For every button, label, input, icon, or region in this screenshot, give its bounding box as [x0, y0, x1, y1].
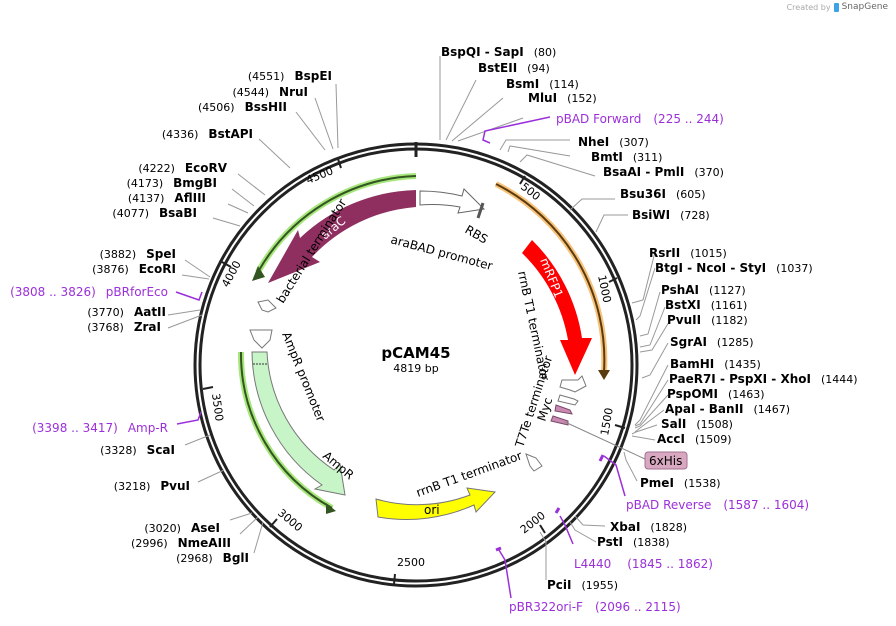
- mRFP1-label: mRFP1: [537, 256, 566, 300]
- svg-text:(4077)BsaBI: (4077) BsaBI: [112, 206, 197, 220]
- svg-text:BstXI(1161): BstXI (1161): [665, 298, 747, 312]
- tick-1500: 1500: [598, 407, 616, 437]
- svg-text:BspQI - SapI(80): BspQI - SapI (80): [441, 45, 556, 59]
- svg-text:Bsu36I(605): Bsu36I (605): [620, 187, 706, 201]
- svg-text:(3328)ScaI: (3328) ScaI: [100, 443, 175, 457]
- plasmid-length: 4819 bp: [393, 362, 438, 375]
- svg-text:(4137)AflIII: (4137) AflIII: [128, 191, 206, 205]
- RBS-feature[interactable]: [476, 202, 485, 219]
- bacterial-terminator-feature[interactable]: [257, 299, 277, 313]
- svg-text:SgrAI(1285): SgrAI (1285): [670, 335, 753, 349]
- svg-text:PshAI(1127): PshAI (1127): [661, 283, 746, 297]
- plasmid-name: pCAM45: [381, 344, 450, 362]
- svg-text:(3020)AseI: (3020) AseI: [144, 521, 220, 535]
- primer-l4440[interactable]: L4440 (1845 .. 1862): [574, 557, 713, 571]
- credit-text: Created by: [786, 2, 831, 12]
- svg-text:XbaI(1828): XbaI (1828): [610, 520, 687, 534]
- svg-text:(4544)NruI: (4544) NruI: [232, 85, 308, 99]
- svg-text:MluI(152): MluI (152): [528, 91, 597, 105]
- svg-text:PstI(1838): PstI (1838): [597, 535, 670, 549]
- svg-text:BsiWI(728): BsiWI (728): [632, 208, 710, 222]
- snapgene-credit: Created by SnapGene: [787, 2, 888, 12]
- primer-pbrforeco[interactable]: (3808 .. 3826) pBRforEco: [10, 285, 168, 299]
- tick-2500: 2500: [397, 556, 425, 569]
- svg-text:(4506)BssHII: (4506) BssHII: [198, 100, 287, 114]
- T7Te-terminator-feature[interactable]: [557, 394, 579, 406]
- svg-text:(3768)ZraI: (3768) ZraI: [87, 320, 161, 334]
- tick-3000: 3000: [275, 506, 305, 534]
- svg-text:PciI(1955): PciI (1955): [547, 578, 618, 592]
- ori-feature[interactable]: [375, 487, 497, 520]
- snapgene-logo-icon: [833, 2, 839, 12]
- primer-pbad-forward[interactable]: pBAD Forward (225 .. 244): [556, 112, 724, 126]
- svg-text:(4336)BstAPI: (4336) BstAPI: [162, 127, 253, 141]
- svg-text:(4173)BmgBI: (4173) BmgBI: [127, 176, 217, 190]
- primers: [175, 116, 626, 599]
- 6xHis-badge: [644, 451, 688, 470]
- svg-text:(3770)AatII: (3770) AatII: [87, 305, 166, 319]
- credit-brand: SnapGene: [841, 2, 888, 12]
- svg-text:BsaAI - PmlI(370): BsaAI - PmlI (370): [603, 165, 724, 179]
- mRFP1-feature[interactable]: [522, 240, 592, 375]
- svg-text:(4222)EcoRV: (4222) EcoRV: [138, 161, 227, 175]
- svg-text:SalI(1508): SalI (1508): [661, 417, 733, 431]
- rrnB-terminator-arrow-2: [525, 453, 543, 472]
- tick-1000: 1000: [595, 274, 614, 304]
- svg-text:BstEII(94): BstEII (94): [478, 61, 550, 75]
- svg-text:RsrII(1015): RsrII (1015): [649, 246, 727, 260]
- svg-text:BsmI(114): BsmI (114): [506, 77, 579, 91]
- svg-text:BamHI(1435): BamHI (1435): [670, 357, 761, 371]
- svg-text:PspOMI(1463): PspOMI (1463): [667, 387, 765, 401]
- AmpR-promoter-arrow[interactable]: [249, 329, 273, 349]
- araC-feature[interactable]: [268, 190, 416, 283]
- rrnB-terminator-arrow: [559, 375, 587, 393]
- svg-text:PaeR7I - PspXI - XhoI(1444): PaeR7I - PspXI - XhoI (1444): [669, 372, 858, 386]
- svg-text:(2996)NmeAIII: (2996) NmeAIII: [131, 536, 231, 550]
- enzyme-labels-left: (4551) BspEI (4544) NruI (4506) BssHII (433…: [87, 69, 339, 565]
- tick-3500: 3500: [209, 393, 226, 423]
- ori-label: ori: [424, 503, 440, 517]
- AmpR-feature[interactable]: [251, 351, 346, 496]
- svg-text:(2968)BglI: (2968) BglI: [176, 551, 249, 565]
- araBAD-promoter-feature[interactable]: [419, 188, 486, 214]
- svg-text:BmtI(311): BmtI (311): [591, 150, 662, 164]
- svg-text:PmeI(1538): PmeI (1538): [640, 476, 720, 490]
- svg-text:(3218)PvuI: (3218) PvuI: [114, 479, 190, 493]
- primer-pbr322ori-f[interactable]: pBR322ori-F (2096 .. 2115): [509, 600, 681, 614]
- primer-amp-r[interactable]: (3398 .. 3417) Amp-R: [32, 421, 168, 435]
- Myc-feature[interactable]: [554, 404, 573, 415]
- RBS-label: RBS: [463, 222, 491, 246]
- svg-text:ApaI - BanII(1467): ApaI - BanII (1467): [665, 402, 790, 416]
- svg-text:BtgI - NcoI - StyI(1037): BtgI - NcoI - StyI (1037): [655, 261, 813, 275]
- 6xHis-label: 6xHis: [649, 454, 682, 468]
- svg-text:(4551)BspEI: (4551) BspEI: [248, 69, 332, 83]
- enzyme-labels-right: BspQI - SapI (80) BstEII (94) BsmI (114) Ml…: [439, 45, 858, 592]
- svg-text:NheI(307): NheI (307): [578, 135, 649, 149]
- 6xHis-feature[interactable]: [550, 415, 569, 426]
- tick-4500: 4500: [304, 164, 335, 187]
- svg-text:PvuII(1182): PvuII (1182): [667, 313, 748, 327]
- svg-text:(3882)SpeI: (3882) SpeI: [100, 247, 176, 261]
- svg-text:AccI(1509): AccI (1509): [657, 432, 732, 446]
- svg-text:(3876)EcoRI: (3876) EcoRI: [92, 262, 176, 276]
- AmpR-promoter-label: AmpR promoter: [279, 330, 328, 424]
- primer-pbad-reverse[interactable]: pBAD Reverse (1587 .. 1604): [626, 498, 809, 512]
